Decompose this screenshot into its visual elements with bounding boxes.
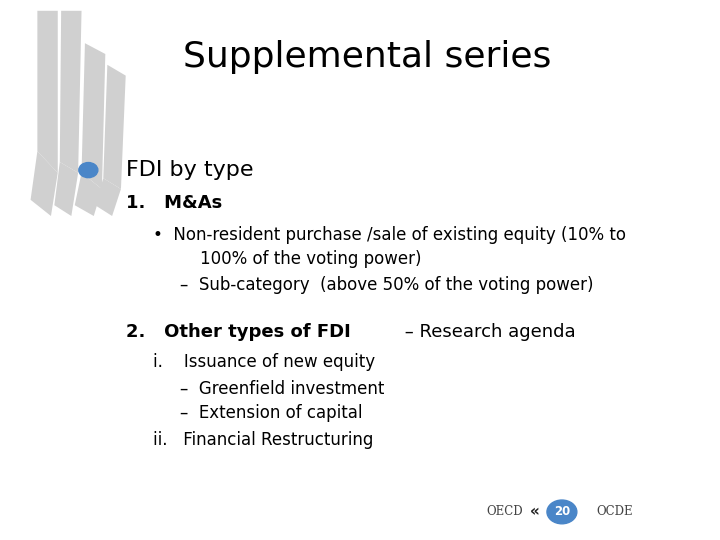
Polygon shape (37, 11, 58, 173)
Text: OECD: OECD (487, 505, 523, 518)
Polygon shape (95, 178, 121, 216)
Text: «: « (530, 504, 540, 519)
Text: i.    Issuance of new equity: i. Issuance of new equity (153, 353, 375, 371)
Polygon shape (75, 173, 102, 216)
Polygon shape (54, 162, 78, 216)
Text: –  Greenfield investment: – Greenfield investment (180, 380, 384, 398)
Text: OCDE: OCDE (596, 505, 632, 518)
Text: ii.   Financial Restructuring: ii. Financial Restructuring (153, 431, 373, 449)
Text: –  Extension of capital: – Extension of capital (180, 404, 363, 422)
Text: •  Non-resident purchase /sale of existing equity (10% to: • Non-resident purchase /sale of existin… (153, 226, 626, 244)
Polygon shape (60, 11, 81, 173)
Polygon shape (103, 65, 126, 189)
Text: –  Sub-category  (above 50% of the voting power): – Sub-category (above 50% of the voting … (180, 276, 593, 294)
Circle shape (547, 500, 577, 524)
Text: FDI by type: FDI by type (126, 160, 253, 180)
Polygon shape (81, 43, 105, 189)
Text: 2.   Other types of FDI: 2. Other types of FDI (126, 323, 351, 341)
Text: 1.   M&As: 1. M&As (126, 193, 222, 212)
Circle shape (78, 163, 98, 178)
Text: 20: 20 (554, 505, 570, 518)
Polygon shape (30, 151, 58, 216)
Text: – Research agenda: – Research agenda (400, 323, 576, 341)
Text: 100% of the voting power): 100% of the voting power) (200, 250, 422, 268)
Text: Supplemental series: Supplemental series (183, 40, 551, 73)
